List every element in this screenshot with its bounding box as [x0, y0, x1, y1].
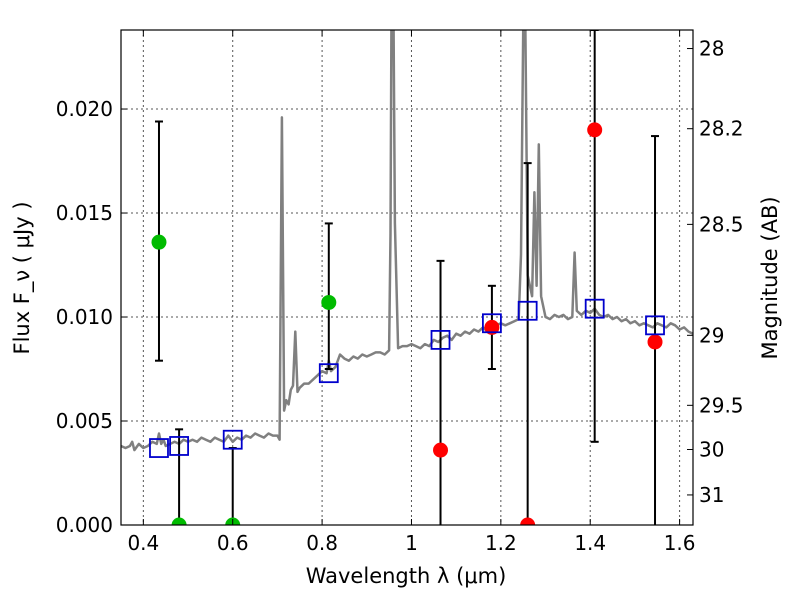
model-box-marker	[482, 313, 502, 334]
errorbar-series	[154, 30, 660, 525]
red-data-point	[647, 334, 663, 350]
red-data-point	[520, 517, 536, 525]
x-tick-label: 0.6	[217, 531, 249, 555]
red-data-point	[433, 442, 449, 458]
right-tick-label: 30	[699, 437, 724, 461]
y-tick-label: 0.000	[56, 513, 113, 537]
model-box-marker	[318, 363, 339, 384]
x-tick-label: 1.4	[574, 531, 606, 555]
point-series	[151, 122, 663, 525]
x-axis-title: Wavelength λ (μm)	[306, 564, 507, 588]
y-tick-label: 0.005	[56, 409, 113, 433]
model-box-marker	[149, 438, 169, 458]
right-axis-title: Magnitude (AB)	[758, 196, 782, 359]
y-tick-label: 0.015	[56, 201, 113, 225]
y-tick-label: 0.010	[56, 305, 113, 329]
model-box-marker	[645, 315, 665, 336]
green-data-point	[151, 234, 167, 250]
right-tick-label: 31	[699, 483, 724, 507]
right-tick-label: 28.2	[699, 117, 744, 141]
grid-lines	[121, 30, 693, 526]
x-tick-label: 0.4	[127, 531, 159, 555]
right-tick-label: 28	[699, 37, 724, 61]
green-data-point	[321, 294, 337, 310]
axes: 0.4 0.6 0.8 1 1.2 1.4 1.6 0.000 0.005 0.010 0.015 0…	[56, 30, 744, 555]
right-tick-label: 29	[699, 323, 724, 347]
spectrum-line	[121, 30, 693, 452]
x-tick-label: 0.8	[306, 531, 338, 555]
x-tick-label: 1.2	[485, 531, 517, 555]
spectrum-series	[121, 30, 693, 452]
model-box-marker	[517, 300, 538, 321]
model-box-marker	[430, 329, 451, 350]
model-box-marker	[222, 429, 243, 450]
x-tick-label: 1.6	[664, 531, 696, 555]
y-tick-label: 0.020	[56, 97, 113, 121]
red-data-point	[484, 319, 500, 335]
right-tick-label: 28.5	[699, 212, 744, 236]
model-box-marker	[169, 436, 189, 456]
x-tick-label: 1	[405, 531, 418, 555]
right-tick-label: 29.5	[699, 393, 744, 417]
y-axis-title: Flux F_ν ( μJy )	[10, 201, 35, 354]
red-data-point	[587, 122, 603, 138]
plot-frame	[120, 29, 694, 526]
model-box-marker	[584, 298, 605, 319]
model-box-series	[149, 298, 665, 458]
green-data-point	[171, 517, 187, 525]
